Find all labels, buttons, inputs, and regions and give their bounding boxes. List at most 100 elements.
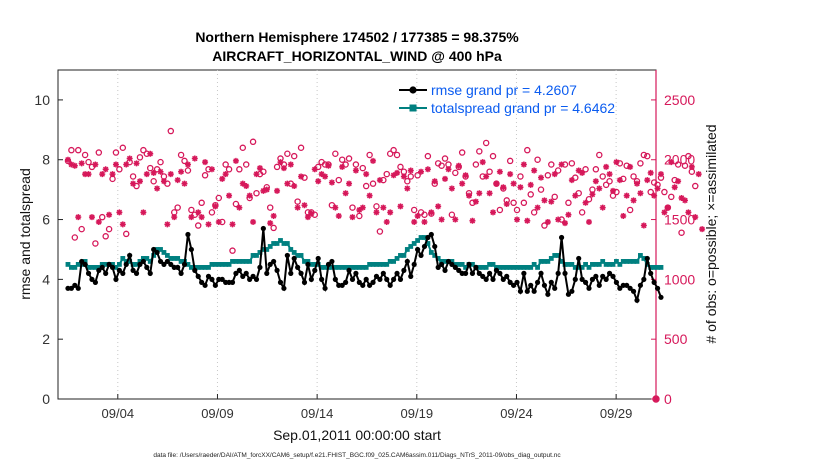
- obs-possible-point: [520, 199, 528, 207]
- obs-assimilated-point: [651, 192, 658, 199]
- obs-assimilated-point: [130, 180, 137, 187]
- obs-possible-point: [157, 158, 164, 166]
- totalspread-point: [103, 262, 109, 267]
- totalspread-point: [75, 262, 81, 267]
- rmse-point: [72, 282, 78, 288]
- rmse-point: [175, 264, 181, 270]
- obs-assimilated-point: [503, 200, 510, 207]
- rmse-point: [164, 258, 170, 265]
- obs-assimilated-point: [239, 180, 246, 187]
- obs-assimilated-point: [291, 183, 298, 190]
- totalspread-point: [137, 259, 143, 264]
- totalspread-point: [65, 262, 71, 267]
- totalspread-point: [302, 259, 307, 264]
- rmse-point: [329, 258, 335, 265]
- obs-possible-point: [390, 146, 397, 154]
- rmse-point: [130, 267, 136, 273]
- totalspread-point: [82, 259, 88, 264]
- rmse-point: [319, 276, 325, 282]
- obs-assimilated-point: [339, 163, 346, 170]
- obs-assimilated-point: [647, 169, 654, 176]
- rmse-point: [517, 288, 524, 294]
- obs-assimilated-point: [222, 171, 229, 178]
- totalspread-point: [230, 259, 235, 264]
- totalspread-point: [432, 253, 438, 258]
- obs-possible-point: [352, 161, 360, 168]
- totalspread-point: [555, 253, 561, 258]
- obs-assimilated-point: [527, 181, 534, 188]
- obs-assimilated-point: [184, 161, 191, 168]
- obs-assimilated-point: [633, 180, 640, 187]
- totalspread-point: [398, 253, 403, 258]
- obs-possible-point: [592, 166, 600, 173]
- rmse-point: [569, 288, 575, 294]
- obs-possible-point: [167, 127, 175, 135]
- totalspread-point: [127, 259, 133, 264]
- obs-assimilated-point: [510, 180, 517, 187]
- totalspread-point: [110, 262, 115, 267]
- rmse-point: [641, 276, 647, 282]
- totalspread-point: [158, 247, 163, 252]
- totalspread-point: [627, 259, 633, 264]
- rmse-point: [531, 288, 537, 294]
- obs-assimilated-point: [68, 161, 75, 168]
- totalspread-point: [113, 265, 119, 270]
- obs-possible-point: [146, 164, 154, 172]
- totalspread-point: [422, 235, 427, 240]
- rmse-point: [346, 267, 352, 273]
- totalspread-point: [384, 262, 390, 267]
- rmse-point: [521, 270, 527, 276]
- obs-possible-point: [129, 173, 137, 180]
- obs-possible-point: [359, 164, 367, 172]
- totalspread-point: [350, 265, 355, 270]
- obs-assimilated-point: [653, 396, 659, 402]
- obs-assimilated-point: [476, 190, 483, 197]
- rmse-point: [408, 273, 414, 279]
- obs-assimilated-point: [150, 169, 157, 176]
- totalspread-point: [514, 265, 520, 270]
- obs-assimilated-point: [681, 197, 688, 204]
- obs-assimilated-point: [685, 209, 692, 216]
- obs-assimilated-point: [246, 192, 253, 199]
- obs-possible-point: [383, 170, 391, 178]
- obs-possible-point: [140, 146, 147, 154]
- rmse-point: [627, 285, 633, 291]
- obs-assimilated-point: [106, 211, 113, 218]
- obs-assimilated-point: [328, 179, 335, 186]
- obs-possible-point: [534, 156, 541, 163]
- rmse-point: [209, 276, 215, 282]
- rmse-point: [538, 270, 544, 276]
- rmse-point: [514, 279, 520, 285]
- rmse-point: [82, 261, 88, 268]
- obs-assimilated-point: [606, 171, 613, 178]
- rmse-point: [212, 282, 218, 288]
- obs-assimilated-point: [455, 162, 462, 169]
- obs-possible-point: [290, 152, 298, 160]
- obs-assimilated-point: [226, 192, 233, 199]
- obs-assimilated-point: [229, 221, 236, 228]
- obs-possible-point: [582, 166, 589, 173]
- rmse-point: [548, 279, 554, 285]
- obs-possible-point: [242, 161, 250, 168]
- rmse-point: [504, 273, 510, 279]
- totalspread-point: [518, 265, 523, 270]
- left-y-tick-label: 2: [42, 331, 50, 347]
- obs-assimilated-point: [356, 206, 363, 213]
- rmse-point: [343, 279, 349, 285]
- totalspread-point: [68, 265, 74, 270]
- totalspread-point: [545, 259, 551, 264]
- obs-possible-point: [181, 157, 188, 165]
- rmse-point: [120, 270, 126, 276]
- legend-spread-marker: [409, 104, 417, 112]
- obs-possible-point: [177, 151, 185, 159]
- obs-assimilated-point: [394, 169, 401, 176]
- totalspread-point: [305, 259, 311, 264]
- totalspread-point: [439, 259, 445, 264]
- obs-possible-point: [215, 194, 223, 202]
- data-file-footnote: data file: /Users/raeder/DAI/ATM_forcXX/…: [153, 452, 561, 459]
- rmse-point: [360, 282, 366, 288]
- rmse-point: [127, 252, 133, 259]
- rmse-point: [185, 231, 191, 238]
- rmse-point: [247, 276, 253, 282]
